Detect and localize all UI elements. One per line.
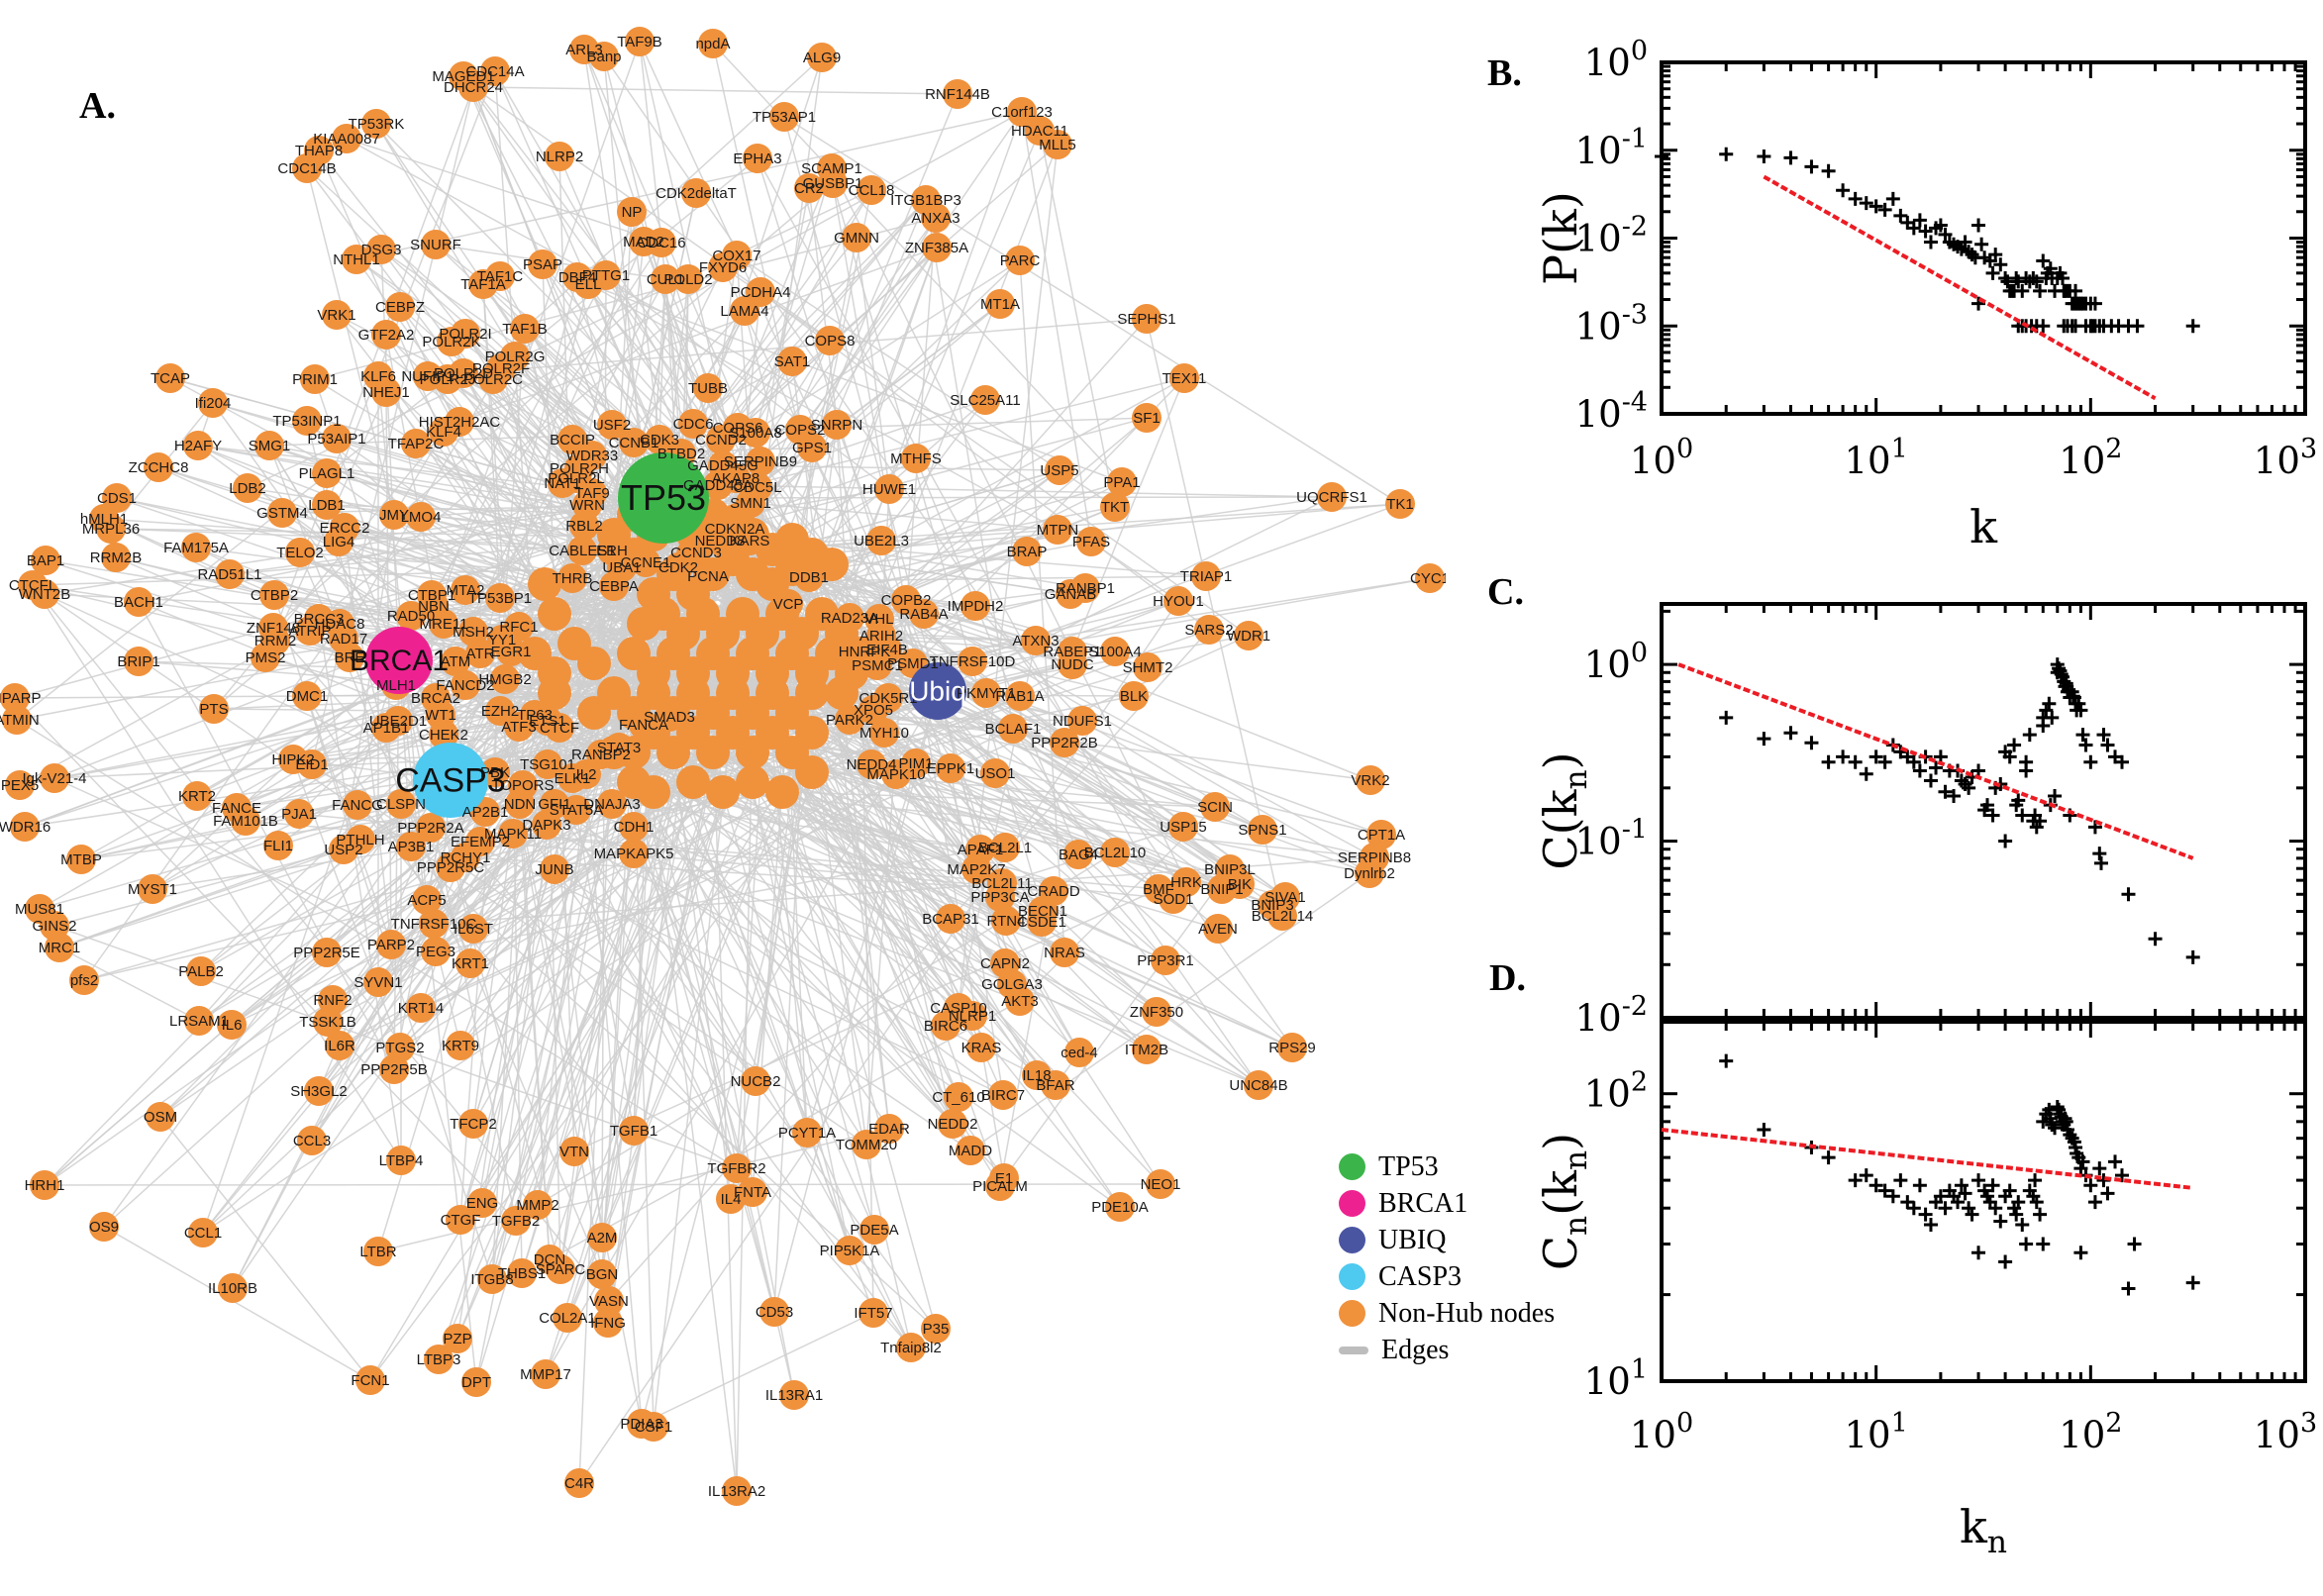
legend-item-brca1: BRCA1 <box>1339 1185 1555 1222</box>
legend-item-ubiq: UBIQ <box>1339 1222 1555 1258</box>
svg-text:10-3: 10-3 <box>1575 299 1648 348</box>
network-hub-nodes <box>365 452 966 818</box>
panel-b-label: B. <box>1487 52 1522 94</box>
panel-c-ticks <box>1660 604 2307 1020</box>
svg-text:100: 100 <box>1584 638 1648 686</box>
panel-b-ticks <box>1660 60 2307 416</box>
svg-text:103: 103 <box>2254 434 2317 482</box>
svg-text:100: 100 <box>1584 36 1648 84</box>
svg-text:101: 101 <box>1584 1354 1648 1403</box>
svg-text:10-4: 10-4 <box>1575 387 1648 436</box>
panel-d: 102 101 100 101 102 103 Cn(kn) kn <box>1534 1020 2317 1560</box>
panel-d-tick-labels: 102 101 100 101 102 103 <box>1584 1067 2317 1456</box>
svg-text:101: 101 <box>1845 434 1908 482</box>
legend-item-label: UBIQ <box>1378 1224 1447 1255</box>
panel-b-points <box>1655 147 2200 334</box>
svg-text:101: 101 <box>1845 1408 1908 1456</box>
network-graph: CDC14AMAGED1DHCR24TP53RKKIAA0087THAP8CDC… <box>0 27 1446 1506</box>
network-nodes <box>0 27 1445 1506</box>
panel-b-fit-line <box>1763 174 2157 401</box>
legend-item-label: Edges <box>1381 1334 1450 1365</box>
panel-d-ticks <box>1660 1022 2307 1383</box>
legend-item-label: CASP3 <box>1378 1260 1463 1292</box>
panel-c-label: C. <box>1487 571 1524 613</box>
panel-c-points <box>1719 657 2200 964</box>
panel-d-fit-line <box>1661 1127 2193 1190</box>
legend-item-non-hub-nodes: Non-Hub nodes <box>1339 1295 1555 1332</box>
legend-item-label: Non-Hub nodes <box>1378 1297 1556 1329</box>
legend-item-label: BRCA1 <box>1378 1187 1468 1219</box>
legend-item-label: TP53 <box>1378 1150 1439 1182</box>
svg-text:10-2: 10-2 <box>1575 991 1648 1040</box>
panel-d-points <box>1719 1053 2200 1296</box>
svg-text:102: 102 <box>1584 1067 1648 1116</box>
node-swatch-icon <box>1339 1190 1365 1217</box>
node-swatch-icon <box>1339 1153 1365 1180</box>
node-swatch-icon <box>1339 1263 1365 1290</box>
panel-a-label: A. <box>79 85 116 127</box>
legend-item-casp3: CASP3 <box>1339 1258 1555 1295</box>
legend-item-edges: Edges <box>1339 1332 1555 1368</box>
node-swatch-icon <box>1339 1300 1365 1327</box>
svg-text:100: 100 <box>1630 434 1693 482</box>
network-legend: TP53 BRCA1 UBIQ CASP3 Non-Hub nodes Edges <box>1339 1148 1555 1368</box>
panel-b-xlabel: k <box>1970 500 1998 553</box>
panel-b-ylabel: P(k) <box>1534 191 1587 285</box>
svg-text:100: 100 <box>1630 1408 1693 1456</box>
node-swatch-icon <box>1339 1227 1365 1253</box>
panel-d-xlabel: kn <box>1960 1500 2007 1560</box>
network-core-nodes <box>518 498 878 809</box>
svg-text:102: 102 <box>2059 434 2122 482</box>
panel-d-label: D. <box>1489 957 1526 999</box>
panel-c-ylabel: C(kn) <box>1534 751 1594 869</box>
edge-swatch-icon <box>1339 1346 1368 1354</box>
network-node-labels: CDC14AMAGED1DHCR24TP53RKKIAA0087THAP8CDC… <box>0 34 1446 1500</box>
legend-item-tp53: TP53 <box>1339 1148 1555 1185</box>
panel-c-fit-line <box>1677 662 2194 860</box>
svg-text:10-1: 10-1 <box>1575 124 1648 172</box>
panel-d-ylabel: Cn(kn) <box>1534 1133 1594 1270</box>
svg-text:102: 102 <box>2059 1408 2122 1456</box>
svg-text:103: 103 <box>2254 1408 2317 1456</box>
